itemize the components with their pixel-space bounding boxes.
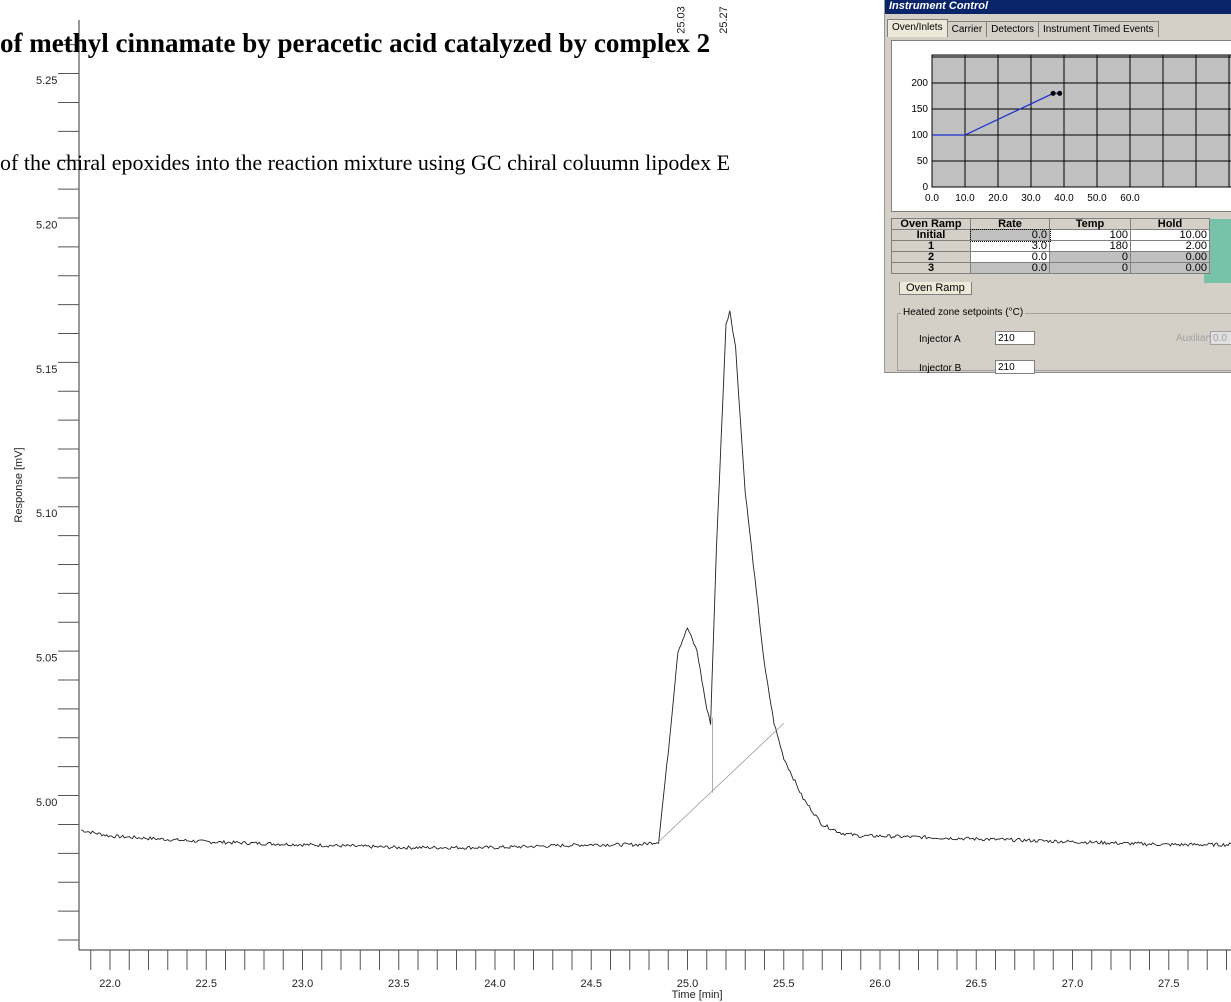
y-tick-label: 5.15 xyxy=(36,364,57,376)
x-tick-label: 26.5 xyxy=(966,978,987,990)
mini-y-tick-label: 100 xyxy=(911,130,928,141)
hold-cell[interactable]: 0.00 xyxy=(1130,251,1210,263)
x-tick-label: 27.0 xyxy=(1062,978,1083,990)
y-tick-label: 5.20 xyxy=(36,219,57,231)
y-tick-label: 5.05 xyxy=(36,653,57,665)
injector-a-field[interactable]: 210 xyxy=(995,331,1035,345)
tab-carrier[interactable]: Carrier xyxy=(946,21,988,37)
y-tick-label: 5.00 xyxy=(36,797,57,809)
x-tick-label: 25.0 xyxy=(677,978,698,990)
hold-cell[interactable]: 2.00 xyxy=(1130,240,1210,252)
mini-x-tick-label: 40.0 xyxy=(1054,193,1074,204)
row-label: 3 xyxy=(891,262,971,274)
table-row: 1 3.0 180 2.00 xyxy=(891,240,1210,252)
hold-cell[interactable]: 10.00 xyxy=(1130,229,1210,241)
injector-a-label: Injector A xyxy=(919,334,961,345)
baseline-segment xyxy=(658,723,785,843)
mini-x-tick-label: 10.0 xyxy=(955,193,975,204)
x-tick-label: 24.0 xyxy=(484,978,505,990)
y-tick-label: 5.25 xyxy=(36,75,57,87)
x-tick-label: 26.0 xyxy=(869,978,890,990)
col-oven-ramp: Oven Ramp xyxy=(891,218,971,230)
col-rate: Rate xyxy=(970,218,1050,230)
mini-y-tick-label: 50 xyxy=(917,156,929,167)
plot-area xyxy=(931,54,1231,188)
panel-tabs: Oven/Inlets Carrier Detectors Instrument… xyxy=(887,19,1159,37)
temp-cell[interactable]: 100 xyxy=(1049,229,1131,241)
oven-profile-marker xyxy=(1050,90,1056,96)
hold-cell[interactable]: 0.00 xyxy=(1130,262,1210,274)
x-tick-label: 22.0 xyxy=(99,978,120,990)
heated-zone-group xyxy=(897,313,1231,371)
mini-x-tick-label: 30.0 xyxy=(1021,193,1041,204)
tab-oven-ramp[interactable]: Oven Ramp xyxy=(899,282,972,295)
x-tick-label: 27.5 xyxy=(1158,978,1179,990)
table-row: Initial 0.0 100 10.00 xyxy=(891,228,1210,242)
oven-profile-svg: 0 50 100 150 200 0.0 10.0 20.0 30.0 40.0 50.0 60.0 xyxy=(911,54,1231,204)
col-temp: Temp xyxy=(1049,218,1131,230)
rate-cell[interactable]: 3.0 xyxy=(970,240,1050,252)
row-label: 1 xyxy=(891,240,971,252)
y-tick-label: 5.10 xyxy=(36,508,57,520)
peak-label: 25.27 xyxy=(718,6,730,34)
mini-y-tick-label: 200 xyxy=(911,78,928,89)
mini-x-tick-label: 20.0 xyxy=(988,193,1008,204)
row-label: 2 xyxy=(891,251,971,263)
x-tick-label: 24.5 xyxy=(581,978,602,990)
oven-ramp-table: Oven Ramp Rate Temp Hold Initial 0.0 100… xyxy=(891,218,1210,274)
tab-timed-events[interactable]: Instrument Timed Events xyxy=(1037,21,1159,37)
instrument-control-panel: Instrument Control Oven/Inlets Carrier D… xyxy=(884,0,1231,374)
mini-x-tick-label: 50.0 xyxy=(1087,193,1107,204)
x-tick-label: 23.0 xyxy=(292,978,313,990)
auxiliary-label: Auxiliary xyxy=(1176,333,1214,344)
x-tick-label: 23.5 xyxy=(388,978,409,990)
mini-y-tick-label: 0 xyxy=(922,182,928,193)
rate-cell[interactable]: 0.0 xyxy=(970,262,1050,274)
rate-cell[interactable]: 0.0 xyxy=(970,251,1050,263)
peak-label: 25.03 xyxy=(676,6,688,34)
injector-b-label: Injector B xyxy=(919,363,962,374)
temp-cell[interactable]: 0 xyxy=(1049,262,1131,274)
x-axis-label: Time [min] xyxy=(672,989,723,1001)
col-hold: Hold xyxy=(1130,218,1210,230)
panel-title: Instrument Control xyxy=(885,0,1231,14)
document-title: of methyl cinnamate by peracetic acid ca… xyxy=(0,28,711,58)
y-axis-label: Response [mV] xyxy=(13,447,25,522)
table-row: 3 0.0 0 0.00 xyxy=(891,262,1210,274)
heated-zone-label: Heated zone setpoints (°C) xyxy=(901,307,1026,318)
x-tick-label: 25.5 xyxy=(773,978,794,990)
oven-profile-marker xyxy=(1057,90,1063,96)
mini-x-tick-label: 60.0 xyxy=(1120,193,1140,204)
mini-x-tick-label: 0.0 xyxy=(925,193,939,204)
auxiliary-field[interactable]: 0.0 xyxy=(1210,331,1231,345)
document-subtitle: of the chiral epoxides into the reaction… xyxy=(0,150,731,175)
temp-cell[interactable]: 0 xyxy=(1049,251,1131,263)
mini-y-tick-label: 150 xyxy=(911,104,928,115)
oven-profile-plot: 0 50 100 150 200 0.0 10.0 20.0 30.0 40.0 50.0 60.0 xyxy=(891,40,1231,212)
rate-cell[interactable]: 0.0 xyxy=(969,228,1051,242)
tab-detectors[interactable]: Detectors xyxy=(986,21,1039,37)
row-label: Initial xyxy=(891,229,971,241)
table-row: 2 0.0 0 0.00 xyxy=(891,251,1210,263)
oven-profile-line xyxy=(932,92,1060,136)
x-tick-label: 22.5 xyxy=(196,978,217,990)
injector-b-field[interactable]: 210 xyxy=(995,360,1035,374)
chromatogram-line xyxy=(81,310,1231,850)
temp-cell[interactable]: 180 xyxy=(1049,240,1131,252)
tab-oven-inlets[interactable]: Oven/Inlets xyxy=(887,19,948,37)
